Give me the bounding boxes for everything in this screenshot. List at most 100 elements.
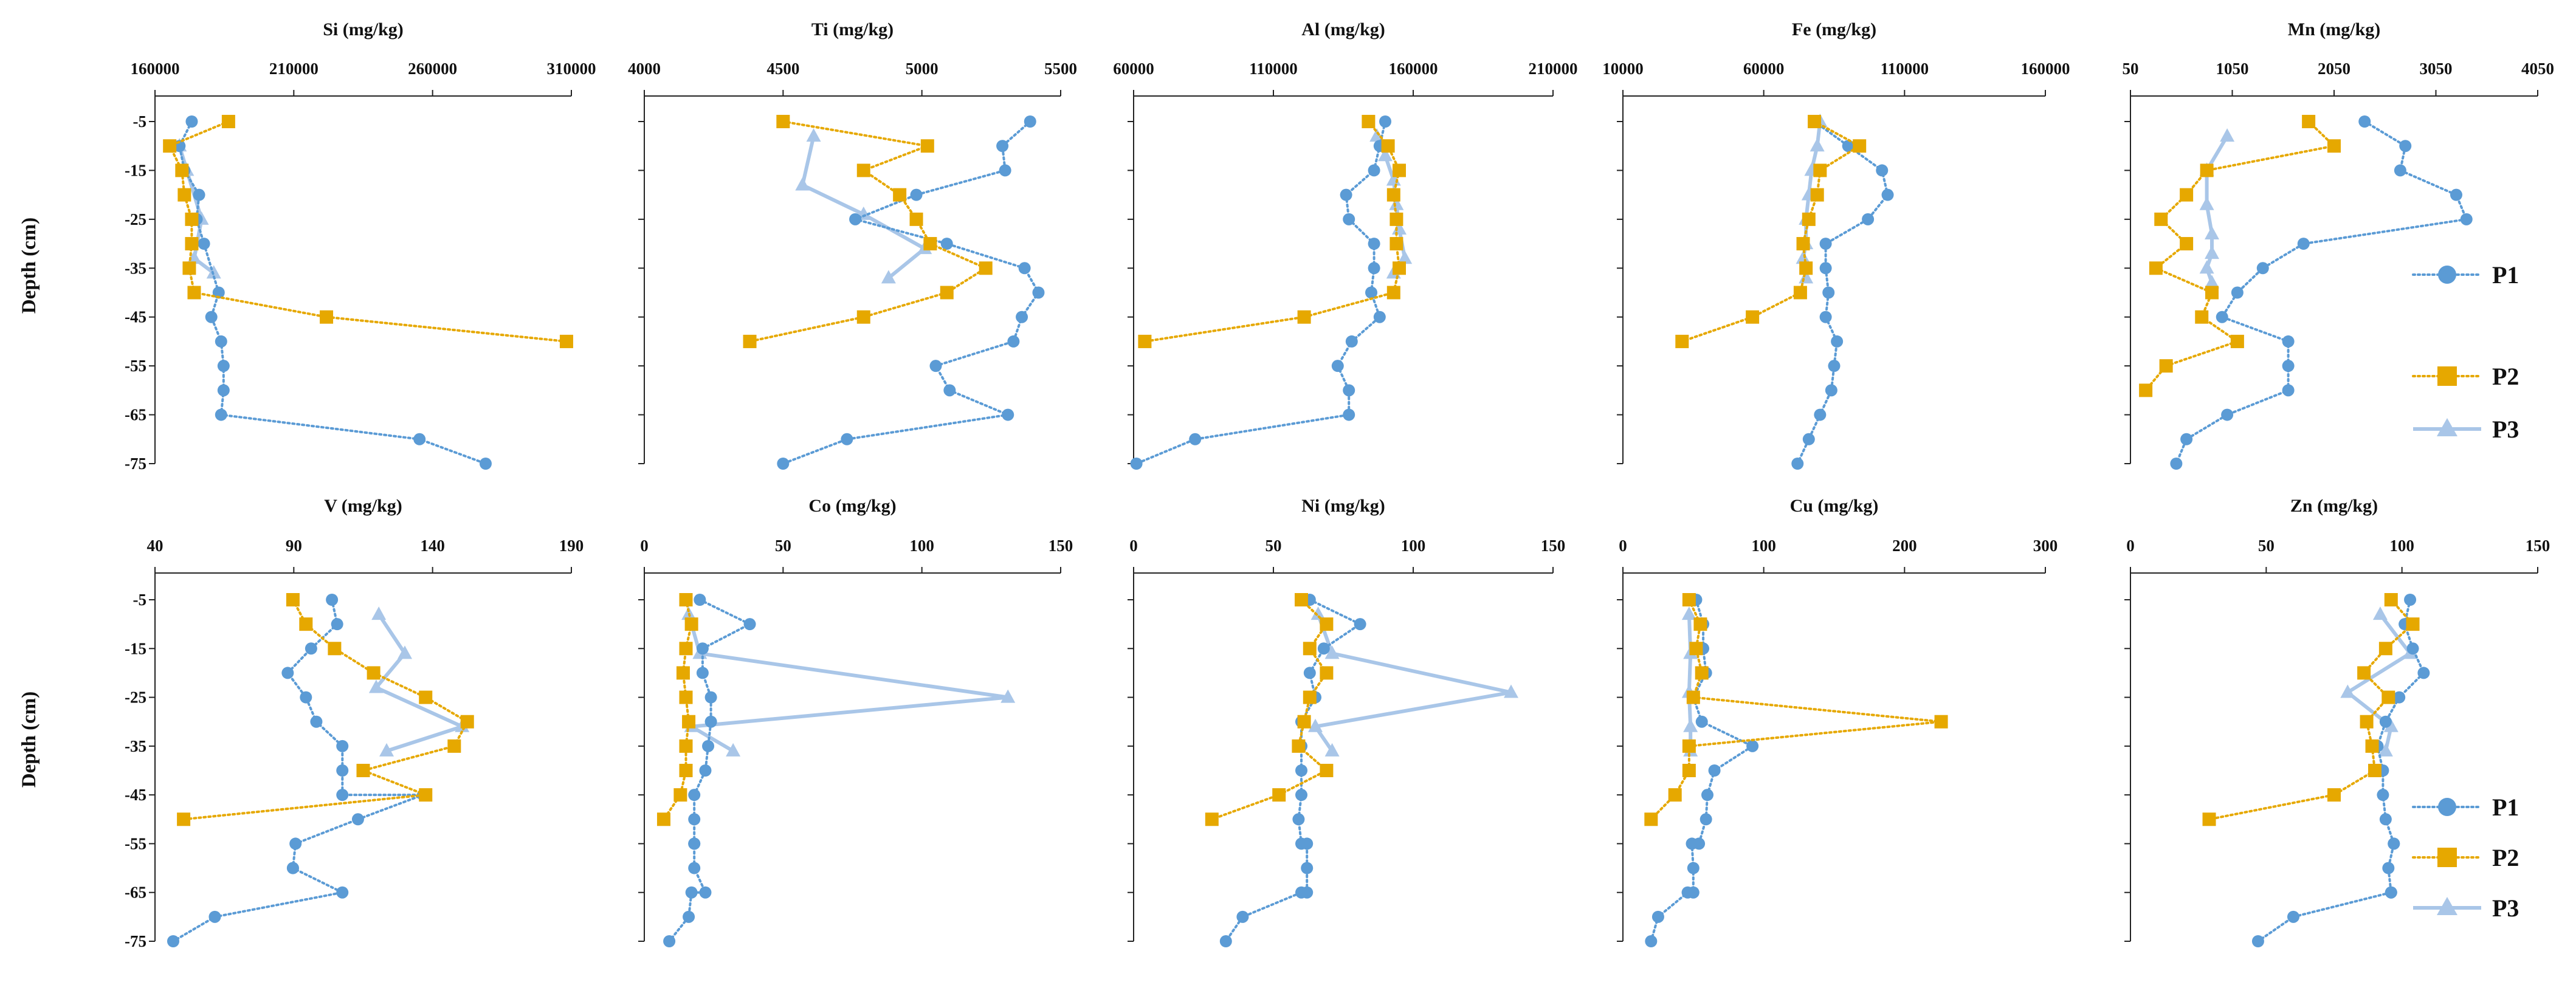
data-point-p1 [1365,286,1377,299]
series-line-p2 [1681,120,1862,343]
series-line-p2 [663,599,693,821]
data-point-p3 [2205,275,2219,289]
data-point-p2 [2205,286,2219,300]
data-point-p2 [979,261,993,275]
y-tick-label: -5 [133,112,147,131]
legend-label-p2: P2 [2492,844,2519,871]
data-point-p1 [336,789,349,801]
data-point-p1 [336,740,349,752]
data-point-p1 [2170,458,2183,470]
data-point-p3 [1324,743,1340,757]
series-line-p2 [2144,120,2337,392]
data-point-p2 [920,139,934,153]
data-point-p2 [2139,383,2153,397]
data-point-p2 [177,812,191,826]
panel-si: Si (mg/kg) 160000 210000 260000 310000 -5 -15 -… [125,19,596,473]
x-tick-label: 100 [2389,537,2414,555]
data-point-p1 [2399,140,2412,153]
data-point-p1 [2358,115,2371,128]
data-point-p1 [1651,910,1664,923]
data-point-p3 [1681,606,1696,620]
data-point-p1 [696,667,709,679]
data-point-p2 [2149,261,2163,275]
series-line-p1 [668,599,752,942]
data-point-p1 [2379,813,2392,826]
data-point-p3 [206,265,221,279]
panel-cu: Cu (mg/kg) 0 100 200 300 [1617,496,2058,947]
data-point-p3 [1504,684,1518,698]
data-point-p2 [743,334,757,348]
data-point-p2 [1802,212,1816,226]
legend-marker-p3 [2437,418,2457,436]
panel-fe: Fe (mg/kg) 10000 60000 110000 160000 [1602,19,2070,470]
data-point-p2 [559,334,573,348]
data-point-p1 [1002,408,1014,421]
x-tick-label: 260000 [408,60,457,78]
data-point-p1 [1345,335,1358,348]
data-point-p1 [699,764,712,777]
data-point-p3 [2340,684,2355,698]
data-point-p1 [1292,813,1305,826]
data-point-p2 [2180,237,2194,251]
data-point-p1 [1303,667,1316,679]
panel-al: Al (mg/kg) 60000 110000 160000 210000 [1113,19,1578,470]
data-point-p2 [676,666,690,680]
data-point-p2 [2406,617,2420,631]
data-point-p1 [215,335,227,348]
data-point-p2 [163,139,177,153]
y-tick-label: -55 [125,357,146,375]
panel-title: V (mg/kg) [324,496,402,516]
data-point-p1 [1331,360,1344,372]
legend-1: P1 P2 P3 [2412,261,2519,443]
data-point-p2 [679,739,693,753]
data-point-p2 [1320,764,1334,777]
data-point-p2 [679,642,693,656]
data-point-p1 [1791,458,1804,470]
x-tick-label: 0 [2126,537,2135,555]
x-tick-label: 2050 [2318,60,2350,78]
data-point-p3 [881,270,896,284]
series-line-p2 [182,599,469,821]
data-point-p3 [1397,250,1413,264]
x-tick-label: 60000 [1743,60,1785,78]
x-tick-label: 50 [2123,60,2139,78]
panel-mn: Mn (mg/kg) 50 1050 2050 3050 4050 [2123,19,2554,470]
x-tick-label: 90 [286,537,302,555]
data-point-p1 [281,667,294,679]
data-point-p2 [419,690,433,704]
legends: P1 P2 P3 P1 P2 P3 [2412,261,2519,922]
data-point-p1 [1354,618,1366,631]
data-point-p2 [1682,593,1696,606]
data-point-p2 [682,715,696,729]
data-point-p2 [1393,261,1406,275]
data-point-p2 [2378,642,2392,656]
data-point-p1 [1819,238,1832,250]
data-point-p2 [1799,261,1813,275]
data-point-p2 [909,212,923,226]
data-point-p2 [923,237,937,251]
x-tick-label: 40 [147,537,164,555]
data-point-p3 [371,606,387,620]
data-point-p1 [685,886,698,899]
data-point-p1 [743,618,756,631]
data-point-p1 [688,837,701,850]
data-point-p2 [1682,739,1696,753]
data-point-p2 [187,286,201,300]
series-line-p1 [172,599,424,942]
data-point-p1 [694,594,706,606]
data-point-p2 [1644,812,1658,826]
panel-zn: Zn (mg/kg) 0 50 100 150 [2124,496,2550,947]
series-line-p2 [168,120,568,343]
data-point-p2 [1793,286,1807,300]
series-line-p3 [373,613,467,753]
data-point-p2 [419,788,433,802]
data-point-p1 [1819,262,1832,275]
legend-marker-p2 [2437,848,2457,867]
x-tick-label: 210000 [1529,60,1578,78]
data-point-p1 [289,837,302,850]
data-point-p2 [447,739,461,753]
data-point-p2 [1686,690,1700,704]
data-point-p2 [2384,593,2398,606]
data-point-p1 [310,715,323,728]
data-point-p1 [1746,740,1759,752]
